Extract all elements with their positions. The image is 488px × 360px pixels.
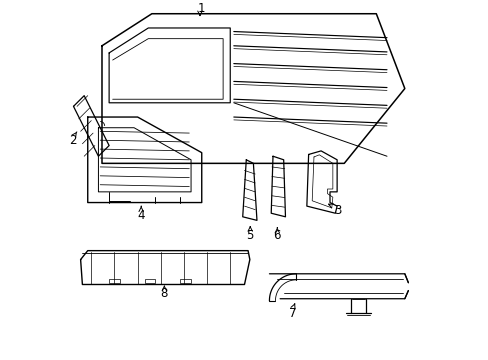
Text: 8: 8 (161, 287, 168, 300)
Text: 5: 5 (246, 229, 253, 242)
Bar (144, 279, 155, 283)
Text: 2: 2 (69, 134, 76, 147)
Text: 1: 1 (198, 2, 205, 15)
Text: 6: 6 (273, 229, 281, 242)
Text: 7: 7 (288, 307, 296, 320)
Text: 3: 3 (333, 204, 341, 217)
Bar (109, 279, 120, 283)
Bar (180, 279, 191, 283)
Text: 4: 4 (137, 208, 144, 221)
